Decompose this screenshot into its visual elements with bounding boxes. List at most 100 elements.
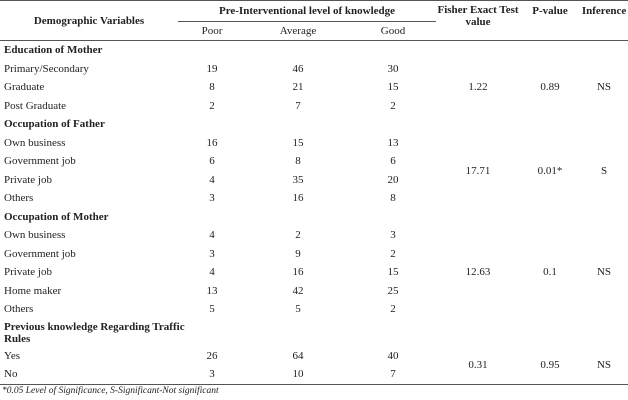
table-row: Government job 6 8 6 [0, 152, 628, 171]
table-row: Others 3 16 8 [0, 189, 628, 208]
cell-poor: 8 [209, 81, 215, 94]
cell-average: 7 [295, 99, 301, 112]
section-header-row: Previous knowledge Regarding Traffic Rul… [0, 319, 628, 347]
cell-average: 10 [292, 368, 304, 381]
cell-fisher: 1.22 [468, 81, 488, 94]
cell-average: 16 [292, 192, 304, 205]
table-row: Others 5 5 2 [0, 300, 628, 319]
cell-average: 15 [292, 136, 304, 149]
cell-good: 30 [387, 62, 399, 75]
cell-pvalue: 0.89 [540, 81, 560, 94]
table-row: Private job 4 35 20 [0, 171, 628, 190]
row-label: Home maker [4, 284, 62, 297]
cell-average: 42 [292, 284, 304, 297]
cell-fisher: 0.31 [468, 359, 488, 371]
section-title: Education of Mother [4, 44, 103, 57]
header-inference: Inference [580, 0, 628, 41]
cell-poor: 6 [209, 155, 215, 168]
cell-poor: 4 [209, 229, 215, 242]
table-row: Home maker 13 42 25 [0, 282, 628, 301]
row-label: Primary/Secondary [4, 62, 89, 75]
row-label: Post Graduate [4, 99, 67, 112]
cell-average: 8 [295, 155, 301, 168]
cell-average: 21 [292, 81, 304, 94]
cell-poor: 5 [209, 303, 215, 316]
cell-good: 40 [387, 349, 399, 362]
row-label: Private job [4, 266, 52, 279]
cell-pvalue: 0.95 [540, 359, 560, 371]
cell-average: 9 [295, 247, 301, 260]
cell-poor: 19 [206, 62, 218, 75]
cell-inference: NS [596, 81, 612, 94]
header-poor: Poor [201, 25, 223, 37]
row-label: Own business [4, 229, 66, 242]
cell-poor: 3 [209, 192, 215, 205]
header-demographic-variables: Demographic Variables [0, 0, 178, 41]
cell-inference: NS [596, 266, 612, 279]
section-title: Previous knowledge Regarding Traffic Rul… [4, 320, 185, 345]
cell-average: 46 [292, 62, 304, 75]
table-row: Graduate 8 21 15 [0, 78, 628, 97]
cell-average: 16 [292, 266, 304, 279]
table-row: Government job 3 9 2 [0, 245, 628, 264]
header-pvalue: P-value [520, 0, 581, 41]
cell-pvalue: 0.01* [537, 164, 563, 177]
cell-poor: 13 [206, 284, 218, 297]
cell-good: 13 [387, 136, 399, 149]
cell-inference: NS [596, 359, 612, 371]
cell-poor: 4 [209, 266, 215, 279]
cell-good: 8 [390, 192, 396, 205]
cell-good: 2 [390, 303, 396, 316]
cell-poor: 16 [206, 136, 218, 149]
cell-fisher: 12.63 [465, 266, 491, 279]
header-good: Good [380, 25, 406, 37]
knowledge-association-table: Demographic Variables Pre-Interventional… [0, 0, 628, 384]
cell-average: 64 [292, 349, 304, 362]
section-header-row: Occupation of Mother [0, 208, 628, 227]
row-label: Others [4, 303, 34, 316]
header-row-sub: Poor Average Good [0, 22, 628, 41]
table-footnote: *0.05 Level of Significance, S-Significa… [2, 386, 219, 396]
table-row: Own business 16 15 13 17.71 0.01* S [0, 134, 628, 177]
cell-inference: S [600, 164, 608, 177]
cell-good: 2 [390, 247, 396, 260]
cell-average: 35 [292, 173, 304, 186]
table-row: Yes 26 64 40 0.31 0.95 NS [0, 347, 628, 371]
cell-poor: 3 [209, 368, 215, 381]
section-title: Occupation of Father [4, 118, 105, 131]
section-title: Occupation of Mother [4, 210, 109, 223]
row-label: Private job [4, 173, 52, 186]
cell-poor: 2 [209, 99, 215, 112]
cell-good: 20 [387, 173, 399, 186]
row-label: Yes [4, 349, 21, 362]
row-label: Own business [4, 136, 66, 149]
cell-fisher: 17.71 [465, 164, 491, 177]
header-knowledge-group: Pre-Interventional level of knowledge [178, 0, 437, 22]
cell-pvalue: 0.1 [543, 266, 557, 279]
table-row: Private job 4 16 15 [0, 263, 628, 282]
header-row-top: Demographic Variables Pre-Interventional… [0, 0, 628, 41]
table-row: Primary/Secondary 19 46 30 1.22 0.89 NS [0, 60, 628, 94]
cell-good: 15 [387, 266, 399, 279]
cell-good: 2 [390, 99, 396, 112]
row-label: Government job [4, 247, 76, 260]
cell-good: 25 [387, 284, 399, 297]
header-average: Average [279, 25, 317, 37]
cell-average: 5 [295, 303, 301, 316]
cell-poor: 4 [209, 173, 215, 186]
row-label: Government job [4, 155, 76, 168]
table-row: Post Graduate 2 7 2 [0, 97, 628, 116]
cell-average: 2 [295, 229, 301, 242]
row-label: Others [4, 192, 34, 205]
row-label: Graduate [4, 81, 45, 94]
cell-good: 6 [390, 155, 396, 168]
cell-good: 15 [387, 81, 399, 94]
table-row: No 3 10 7 [0, 365, 628, 384]
header-fisher: Fisher Exact Test value [436, 0, 521, 41]
section-header-row: Education of Mother [0, 41, 628, 60]
table-row: Own business 4 2 3 12.63 0.1 NS [0, 226, 628, 278]
row-label: No [4, 368, 18, 381]
cell-poor: 26 [206, 349, 218, 362]
cell-good: 3 [390, 229, 396, 242]
